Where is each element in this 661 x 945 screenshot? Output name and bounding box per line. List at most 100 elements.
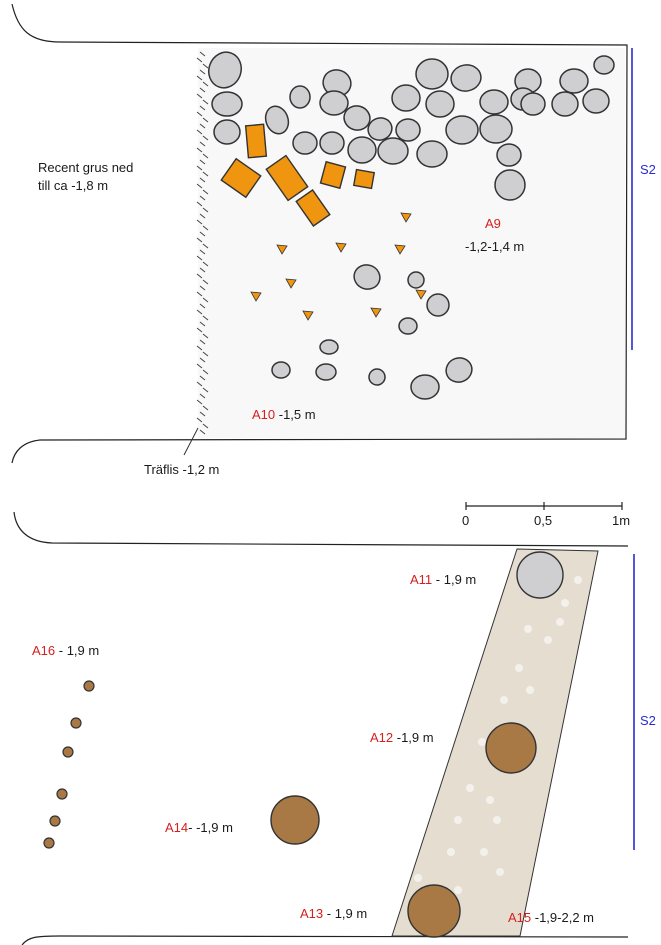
hatch-stroke [199,411,206,417]
anomaly-a12-depth: -1,9 m [393,730,433,745]
hatch-stroke [196,75,203,81]
lower-plan: S2 A11 - 1,9 m A16 - 1,9 m A12 -1,9 m A1… [13,511,656,945]
hatch-stroke [202,423,209,429]
section-s2-label-upper: S2 [640,162,656,177]
trench-dot [480,848,488,856]
hatch-stroke [199,285,206,291]
pit-a13 [407,884,461,938]
stone-icon [593,55,615,75]
stone-icon [343,105,371,131]
trench-dot [486,796,494,804]
wood-chip-leader-line [183,427,199,456]
stone-icon [292,131,318,155]
anomaly-a12-id: A12 [370,730,393,745]
anomaly-a10-id: A10 [252,407,275,422]
stone-a11 [516,551,564,599]
hatch-stroke [202,315,209,321]
hatch-stroke [199,393,206,399]
hatch-stroke [199,321,206,327]
hatch-stroke [196,291,203,297]
trench-dot [561,599,569,607]
hatch-stroke [199,249,206,255]
hatch-stroke [202,99,209,105]
hatch-stroke [202,117,209,123]
trench-dot [454,886,462,894]
trench-dot [500,696,508,704]
stone-icon [377,137,409,165]
trench-dot [496,868,504,876]
anomaly-a14-label: A14- -1,9 m [165,820,233,835]
trench-dot [414,874,422,882]
trench-dot [466,784,474,792]
anomaly-a13-label: A13 - 1,9 m [300,906,367,921]
stone-icon [211,91,243,117]
tile-fragment-icon [250,291,262,302]
post-hole-icon [83,680,95,692]
stone-icon [315,363,337,381]
hatch-stroke [196,309,203,315]
anomaly-a16-depth: - 1,9 m [55,643,99,658]
hatch-stroke [202,351,209,357]
scale-label-05: 0,5 [534,513,552,528]
anomaly-a13-depth: - 1,9 m [323,906,367,921]
stone-icon [551,91,579,117]
brick-fragment-icon [244,123,268,159]
anomaly-a12-label: A12 -1,9 m [370,730,434,745]
post-hole-icon [62,746,74,758]
hatch-stroke [199,303,206,309]
tile-fragment-icon [415,289,427,300]
stone-icon [445,357,473,383]
stone-icon [416,140,448,168]
hatch-stroke [202,369,209,375]
stone-icon [494,169,526,201]
lower-excavation-border-bottom [21,935,629,945]
tile-fragments [250,212,427,321]
tile-fragment-icon [400,212,412,223]
upper-plan: S2 Recent grus ned till ca -1,8 m A9 -1,… [11,3,656,477]
hatch-stroke [196,273,203,279]
trench-dot [544,636,552,644]
hatch-stroke [199,213,206,219]
tile-fragment-icon [370,307,382,318]
hatch-stroke [199,159,206,165]
trench-dot [493,816,501,824]
hatch-stroke [196,147,203,153]
trench-fill-dots [414,576,582,894]
hatch-stroke [199,429,206,435]
lower-excavation-border [13,511,629,547]
hatch-stroke [202,171,209,177]
trench-dot [454,816,462,824]
hatch-stroke [196,57,203,63]
upper-excavation-border [11,3,628,464]
brick-fragment-icon [352,168,376,190]
stone-icon [445,115,479,145]
hatch-stroke [202,333,209,339]
stone-icon [353,264,381,290]
hatch-stroke [196,93,203,99]
stone-cluster [208,51,615,400]
anomaly-a16-id: A16 [32,643,55,658]
stone-icon [479,114,513,144]
tile-fragment-icon [285,278,297,289]
hatch-stroke [196,381,203,387]
stone-icon [582,88,610,114]
hatch-stroke [202,135,209,141]
stone-icon [213,119,241,145]
hatch-stroke [196,111,203,117]
scale-label-1: 1m [612,513,630,528]
hatch-stroke [196,417,203,423]
tile-fragment-icon [335,242,347,253]
post-hole-icon [70,717,82,729]
hatch-stroke [199,141,206,147]
hatch-stroke [199,357,206,363]
post-hole-row-a16 [43,680,95,849]
hatch-stroke [202,297,209,303]
trench-dot [526,686,534,694]
trench-dot [574,576,582,584]
post-hole-icon [49,815,61,827]
hatch-stroke [202,207,209,213]
wood-chip-label: Träflis -1,2 m [144,462,219,477]
anomaly-a15-depth: -1,9-2,2 m [531,910,594,925]
hatch-stroke [196,327,203,333]
hatch-stroke [202,153,209,159]
